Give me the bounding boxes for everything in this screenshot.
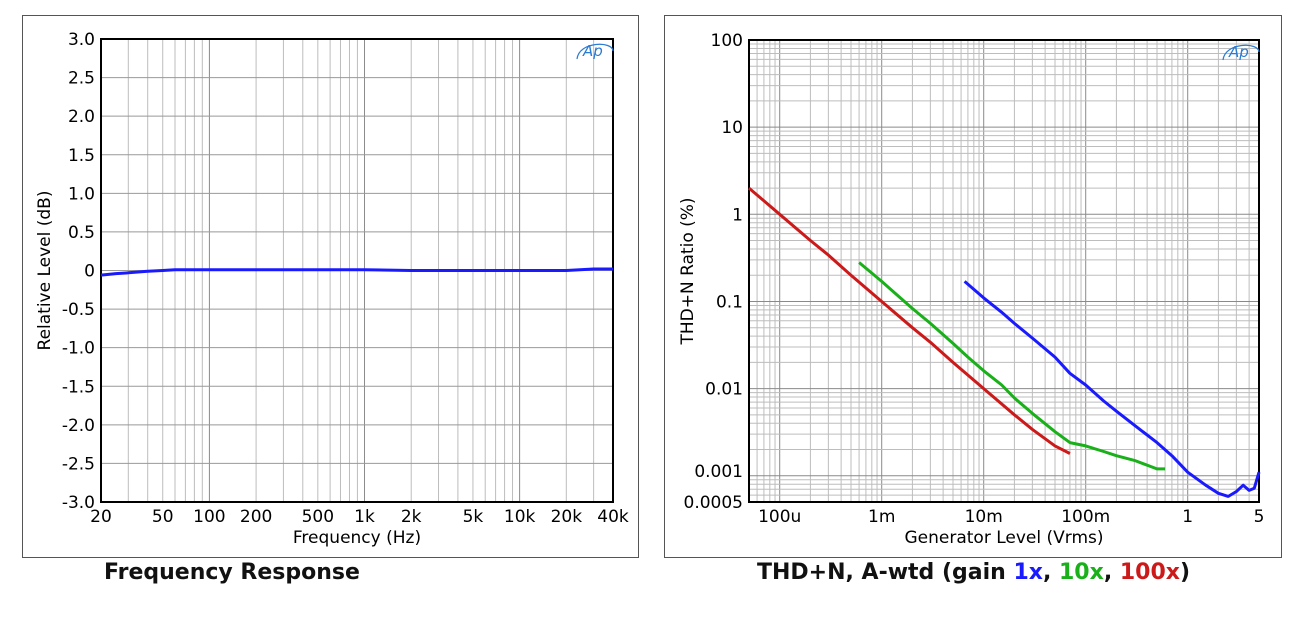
- y-tick-label: 1.5: [68, 146, 95, 166]
- x-tick-label: 50: [152, 507, 174, 527]
- x-axis-label: Frequency (Hz): [293, 528, 421, 548]
- y-axis-label: THD+N Ratio (%): [678, 197, 698, 345]
- caption-prefix: THD+N, A-wtd (gain: [757, 560, 1014, 585]
- y-axis-label: Relative Level (dB): [35, 191, 55, 351]
- x-tick-label: 5k: [463, 507, 484, 527]
- y-tick-label: 1: [732, 205, 743, 225]
- frequency-response-caption: Frequency Response: [104, 560, 360, 585]
- x-tick-label: 100m: [1061, 507, 1110, 527]
- caption-gain-10x: 10x: [1059, 560, 1104, 585]
- x-tick-label: 2k: [401, 507, 422, 527]
- x-tick-label: 10k: [504, 507, 536, 527]
- y-tick-label: 3.0: [68, 30, 95, 50]
- ap-logo: Ap: [1222, 43, 1260, 61]
- y-tick-label: -2.5: [62, 454, 95, 474]
- y-tick-label: -0.5: [62, 300, 95, 320]
- frequency-response-panel: 20 50 100 200 500 1k 2k 5k 10k 20k 40k 3.0 2.5 2.0 1.5…: [22, 15, 639, 558]
- y-tick-label: 0.001: [694, 462, 743, 482]
- y-tick-label: 1.0: [68, 184, 95, 204]
- thdn-caption: THD+N, A-wtd (gain 1x, 10x, 100x): [757, 560, 1190, 585]
- x-tick-label: 40k: [597, 507, 629, 527]
- y-tick-label: 2.5: [68, 69, 95, 89]
- y-tick-label: -2.0: [62, 416, 95, 436]
- y-tick-label: -3.0: [62, 493, 95, 513]
- x-tick-label: 1m: [868, 507, 895, 527]
- y-tick-label: 100: [711, 31, 743, 51]
- ap-logo-swoosh: [1222, 44, 1260, 61]
- y-tick-label: 0.1: [716, 292, 743, 312]
- y-tick-label: -1.5: [62, 377, 95, 397]
- x-axis-label: Generator Level (Vrms): [904, 528, 1103, 548]
- thdn-chart: 100u 1m 10m 100m 1 5 100 10 1 0.1 0.01 0.001 0.0005 G…: [678, 31, 1265, 548]
- x-tick-label: 1k: [354, 507, 375, 527]
- x-tick-label: 200: [240, 507, 272, 527]
- series-line-10x: [858, 261, 1166, 471]
- ap-logo-swoosh: [576, 43, 614, 60]
- x-tick-label: 500: [302, 507, 334, 527]
- x-tick-label: 20: [90, 507, 112, 527]
- thdn-panel: 100u 1m 10m 100m 1 5 100 10 1 0.1 0.01 0.001 0.0005 G…: [664, 15, 1282, 558]
- x-tick-label: 5: [1254, 507, 1265, 527]
- y-tick-label: 0.5: [68, 223, 95, 243]
- y-tick-label: 10: [721, 118, 743, 138]
- ap-logo-text: Ap: [582, 42, 603, 60]
- series-line: [100, 267, 613, 277]
- y-tick-label: -1.0: [62, 339, 95, 359]
- x-tick-label: 10m: [965, 507, 1003, 527]
- caption-separator: ,: [1042, 560, 1059, 585]
- y-tick-label: 0.01: [705, 380, 743, 400]
- frequency-response-chart: 20 50 100 200 500 1k 2k 5k 10k 20k 40k 3.0 2.5 2.0 1.5…: [35, 30, 629, 548]
- series-line-100x: [748, 186, 1071, 455]
- x-tick-label: 1: [1182, 507, 1193, 527]
- plot-frame: [748, 39, 1260, 503]
- x-tick-label: 100u: [758, 507, 801, 527]
- caption-gain-1x: 1x: [1013, 560, 1043, 585]
- ap-logo-text: Ap: [1228, 43, 1249, 61]
- caption-separator: ,: [1103, 560, 1120, 585]
- x-tick-label: 20k: [551, 507, 583, 527]
- x-tick-label: 100: [193, 507, 225, 527]
- y-tick-label: 0.0005: [684, 493, 743, 513]
- y-tick-label: 0: [84, 262, 95, 282]
- y-tick-label: 2.0: [68, 107, 95, 127]
- ap-logo: Ap: [576, 42, 614, 60]
- grid: [748, 39, 1260, 503]
- series-line-1x: [963, 280, 1261, 498]
- caption-suffix: ): [1179, 560, 1191, 585]
- caption-gain-100x: 100x: [1119, 560, 1180, 585]
